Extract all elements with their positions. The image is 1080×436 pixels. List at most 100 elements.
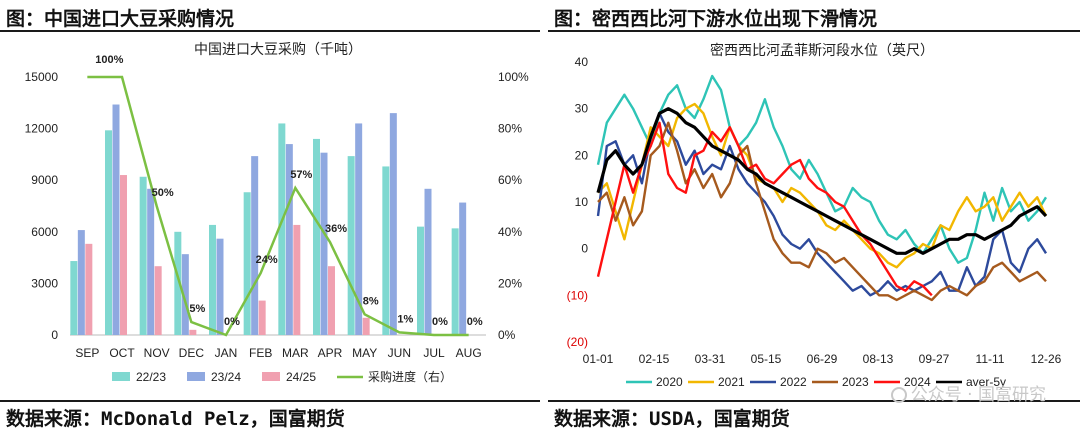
- legend-label: 采购进度（右）: [368, 369, 452, 384]
- x-tick-label: 09-27: [919, 352, 950, 366]
- x-tick-label: 06-29: [807, 352, 838, 366]
- y-tick-label: 3000: [31, 276, 58, 290]
- x-tick-label: 05-15: [751, 352, 782, 366]
- left-source-note: 数据来源：McDonald Pelz，国富期货: [6, 408, 345, 430]
- progress-data-label: 0%: [467, 316, 483, 328]
- left-bottom-rule: [0, 400, 540, 402]
- y-tick-label: 15000: [25, 70, 59, 84]
- legend-swatch: [262, 372, 280, 381]
- left-panel-title: 图：中国进口大豆采购情况: [6, 8, 235, 30]
- bar-22-23: [347, 156, 355, 335]
- x-tick-label: 01-01: [583, 352, 614, 366]
- y2-tick-label: 40%: [498, 225, 522, 239]
- series-line-2020: [596, 74, 1048, 264]
- bar-22-23: [209, 224, 216, 335]
- legend-label: 22/23: [136, 370, 166, 384]
- wechat-icon: [890, 387, 907, 403]
- bar-23-24: [459, 202, 467, 335]
- soybean-purchase-chart: 中国进口大豆采购（千吨） 0 3000 6000 9000 12000 15000 0% 20%…: [25, 41, 529, 384]
- series-line-2024: [596, 121, 933, 297]
- bar-22-23: [105, 130, 112, 335]
- bar-24-25: [154, 266, 162, 335]
- legend-label: 2021: [718, 375, 745, 389]
- y2-tick-label: 20%: [498, 276, 522, 290]
- bar-22-23: [417, 226, 424, 335]
- legend-label: 2024: [904, 375, 931, 389]
- legend-label: 24/25: [286, 370, 316, 384]
- x-tick-label: 03-31: [695, 352, 726, 366]
- bar-23-24: [216, 238, 224, 335]
- bar-22-23: [70, 261, 78, 335]
- y-tick-label: 10: [575, 195, 589, 209]
- x-tick-label: 08-13: [863, 352, 894, 366]
- purchase-progress-line: [87, 75, 469, 337]
- legend-label: 2022: [780, 375, 807, 389]
- bar-24-25: [293, 224, 301, 335]
- progress-data-label: 36%: [325, 223, 347, 235]
- progress-data-label: 50%: [152, 187, 174, 199]
- right-panel-title: 图：密西西比河下游水位出现下滑情况: [554, 8, 878, 30]
- progress-data-label: 1%: [397, 313, 413, 325]
- y2-tick-label: 80%: [498, 122, 522, 136]
- bar-23-24: [251, 156, 259, 335]
- left-figure-panel: 图：中国进口大豆采购情况 中国进口大豆采购（千吨） 0 3000 6000 9000 12…: [0, 8, 540, 430]
- left-chart-title: 中国进口大豆采购（千吨）: [194, 41, 362, 57]
- y-tick-label: 40: [575, 55, 589, 69]
- series-line-2022: [596, 112, 1048, 297]
- y-tick-label: 20: [575, 148, 589, 162]
- y2-tick-label: 0%: [498, 328, 516, 342]
- progress-data-label: 57%: [290, 169, 312, 181]
- y-tick-label: (20): [567, 335, 588, 349]
- x-tick-label: MAR: [282, 346, 309, 360]
- x-tick-label: 02-15: [639, 352, 670, 366]
- progress-data-label: 100%: [95, 54, 123, 66]
- bar-24-25: [120, 175, 127, 335]
- legend-swatch: [187, 372, 205, 381]
- x-tick-label: MAY: [352, 346, 377, 360]
- x-tick-label: DEC: [179, 346, 205, 360]
- x-tick-label: 12-26: [1031, 352, 1062, 366]
- y-tick-label: 12000: [25, 122, 59, 136]
- series-line-2023: [597, 121, 1047, 302]
- watermark-text: 公众号 · 国富研究: [910, 385, 1046, 405]
- right-bottom-rule: [548, 400, 1080, 402]
- bar-22-23: [139, 176, 147, 335]
- bar-22-23: [174, 231, 182, 335]
- y-tick-label: 0: [581, 242, 588, 256]
- legend-label: 2020: [656, 375, 683, 389]
- legend-label: 2023: [842, 375, 869, 389]
- mississippi-water-level-chart: 密西西比河孟菲斯河段水位（英尺） (20) (10) 0 10 20 30 40 01-01 02…: [567, 42, 1062, 389]
- legend-label: aver-5y: [966, 375, 1006, 389]
- x-tick-label: AUG: [456, 346, 482, 360]
- y2-tick-label: 100%: [498, 70, 529, 84]
- bar-24-25: [362, 317, 370, 335]
- x-tick-label: FEB: [249, 346, 272, 360]
- y-tick-label: 6000: [31, 225, 58, 239]
- y-tick-label: (10): [567, 288, 588, 302]
- y2-tick-label: 60%: [498, 173, 522, 187]
- progress-data-label: 5%: [189, 303, 205, 315]
- bar-22-23: [243, 192, 251, 335]
- right-figure-panel: 图：密西西比河下游水位出现下滑情况 密西西比河孟菲斯河段水位（英尺） (20) (1…: [548, 0, 1080, 436]
- right-top-rule: [548, 30, 1080, 32]
- bar-23-24: [320, 152, 328, 335]
- bar-23-24: [389, 113, 397, 336]
- bar-23-24: [147, 188, 155, 335]
- bar-22-23: [451, 228, 459, 335]
- y-tick-label: 30: [575, 102, 589, 116]
- y-tick-label: 0: [51, 328, 58, 342]
- x-tick-label: 11-11: [976, 352, 1005, 366]
- series-line-2021: [597, 102, 1048, 269]
- series-line-aver-5y: [596, 107, 1048, 255]
- panel-divider: [540, 0, 548, 436]
- bar-23-24: [285, 144, 293, 335]
- bar-23-24: [424, 188, 432, 335]
- bar-23-24: [112, 104, 120, 336]
- watermark: 公众号 · 国富研究: [890, 380, 1046, 405]
- bar-22-23: [278, 123, 286, 335]
- right-chart-title: 密西西比河孟菲斯河段水位（英尺）: [710, 42, 934, 58]
- bar-23-24: [355, 123, 363, 335]
- x-tick-label: APR: [318, 346, 343, 360]
- right-source-note: 数据来源：USDA，国富期货: [554, 408, 790, 430]
- x-tick-label: JUL: [423, 346, 445, 360]
